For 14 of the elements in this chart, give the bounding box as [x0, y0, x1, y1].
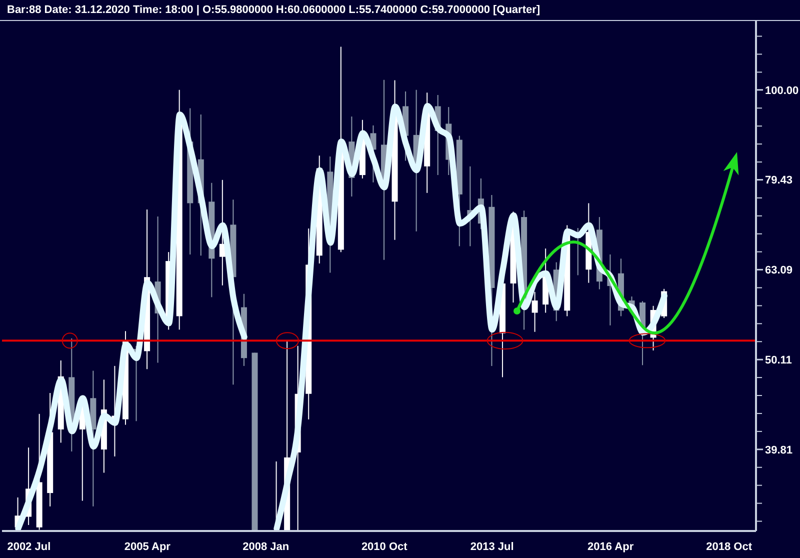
x-tick-label: 2013 Jul: [470, 540, 514, 553]
x-tick-label: 2002 Jul: [7, 540, 51, 553]
candlestick: [532, 291, 538, 332]
y-tick-label: 79.43: [765, 174, 793, 187]
y-tick-label: 63.09: [765, 264, 793, 277]
y-tick-label: 50.11: [765, 354, 792, 366]
x-tick-label: 2010 Oct: [361, 540, 408, 553]
x-tick-label: 2018 Oct: [706, 540, 752, 553]
x-tick-label: 2016 Apr: [588, 540, 634, 553]
y-tick-label: 39.81: [765, 444, 793, 456]
y-tick-label: 100.00: [765, 84, 799, 97]
x-tick-label: 2008 Jan: [242, 540, 290, 553]
chart-title: Bar:88 Date: 31.12.2020 Time: 18:00 | O:55.9800000 H:60.0600000 L:55.7400000 C:59.7000000 [Quarter]: [7, 3, 540, 17]
x-tick-label: 2005 Apr: [124, 540, 172, 553]
